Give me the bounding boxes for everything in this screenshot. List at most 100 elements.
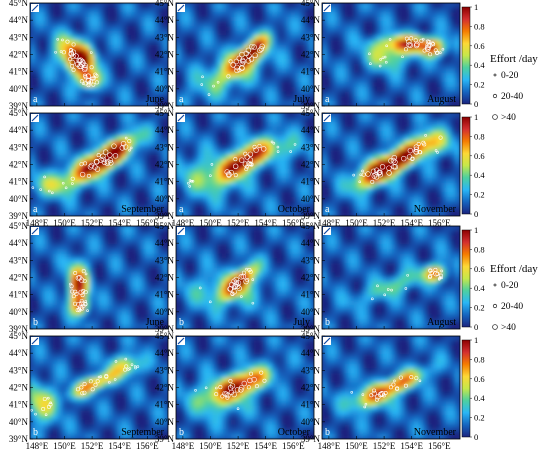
field-cell xyxy=(404,16,410,23)
field-cell xyxy=(244,54,251,60)
field-cell xyxy=(344,26,351,32)
field-cell xyxy=(244,122,251,128)
field-cell xyxy=(189,164,195,170)
field-cell xyxy=(30,63,36,70)
field-cell xyxy=(404,136,410,142)
field-cell xyxy=(295,201,301,208)
field-cell xyxy=(212,140,218,147)
field-cell xyxy=(230,86,237,93)
field-cell xyxy=(322,96,328,102)
field-cell xyxy=(290,122,297,128)
field-cell xyxy=(309,72,314,79)
field-cell xyxy=(189,16,195,23)
field-cell xyxy=(117,173,123,180)
field-cell xyxy=(153,86,160,93)
field-cell xyxy=(189,35,195,41)
field-cell xyxy=(130,30,137,37)
field-cell xyxy=(30,101,36,106)
field-cell xyxy=(107,86,114,93)
field-cell xyxy=(194,77,200,84)
field-cell xyxy=(207,3,214,9)
field-cell xyxy=(184,145,191,151)
field-cell xyxy=(57,235,63,241)
field-cell xyxy=(212,49,218,55)
field-cell xyxy=(140,35,146,41)
effort-marker xyxy=(425,39,430,44)
field-cell xyxy=(149,258,155,264)
field-cell xyxy=(376,77,383,84)
field-cell xyxy=(112,309,118,316)
effort-marker xyxy=(293,143,297,146)
field-cell xyxy=(184,173,191,180)
field-cell xyxy=(427,63,433,70)
field-cell xyxy=(390,178,397,184)
field-cell xyxy=(281,21,287,27)
field-cell xyxy=(207,21,214,27)
field-cell xyxy=(163,201,168,208)
field-cell xyxy=(249,16,255,23)
field-cell xyxy=(184,178,191,184)
field-cell xyxy=(84,253,91,260)
y-tick-label: 45°N xyxy=(155,0,175,8)
field-cell xyxy=(52,72,59,79)
field-cell xyxy=(253,150,260,156)
field-cell xyxy=(340,77,346,84)
field-cell xyxy=(363,77,369,84)
field-cell xyxy=(144,267,151,274)
field-cell xyxy=(427,187,433,194)
field-cell xyxy=(189,26,195,32)
field-cell xyxy=(290,187,297,194)
field-cell xyxy=(94,44,100,51)
field-cell xyxy=(276,131,283,137)
field-cell xyxy=(135,63,141,70)
field-cell xyxy=(158,35,164,41)
field-cell xyxy=(235,150,241,156)
field-cell xyxy=(344,154,351,161)
y-tick-label: 39°N xyxy=(155,211,175,221)
field-cell xyxy=(57,117,63,123)
field-cell xyxy=(194,187,200,194)
field-cell xyxy=(71,305,77,311)
field-cell xyxy=(335,196,341,203)
field-cell xyxy=(71,272,77,278)
field-cell xyxy=(276,196,283,203)
field-cell xyxy=(445,206,452,212)
field-cell xyxy=(253,117,260,123)
field-cell xyxy=(89,309,95,316)
field-cell xyxy=(34,154,40,161)
field-cell xyxy=(304,40,310,46)
field-cell xyxy=(445,68,452,74)
field-cell xyxy=(304,68,310,74)
field-cell xyxy=(363,145,369,151)
field-cell xyxy=(98,305,105,311)
field-cell xyxy=(290,26,297,32)
field-cell xyxy=(376,164,383,170)
field-cell xyxy=(140,12,146,18)
field-cell xyxy=(272,178,278,184)
field-cell xyxy=(144,26,151,32)
field-cell xyxy=(75,35,82,41)
field-cell xyxy=(135,182,141,189)
field-cell xyxy=(61,16,68,23)
field-cell xyxy=(299,44,306,51)
field-cell xyxy=(281,96,287,102)
field-cell xyxy=(75,182,82,189)
field-cell xyxy=(149,113,155,119)
field-cell xyxy=(89,295,95,302)
field-cell xyxy=(226,159,232,165)
field-cell xyxy=(57,173,63,180)
field-cell xyxy=(441,154,447,161)
field-cell xyxy=(38,49,45,55)
field-cell xyxy=(304,117,310,123)
field-cell xyxy=(84,192,91,198)
field-cell xyxy=(149,201,155,208)
field-cell xyxy=(89,263,95,269)
field-cell xyxy=(263,21,269,27)
field-cell xyxy=(276,68,283,74)
field-cell xyxy=(194,30,200,37)
field-cell xyxy=(117,159,123,165)
field-cell xyxy=(112,16,118,23)
field-cell xyxy=(94,12,100,18)
field-cell xyxy=(149,206,155,212)
field-cell xyxy=(326,77,332,84)
